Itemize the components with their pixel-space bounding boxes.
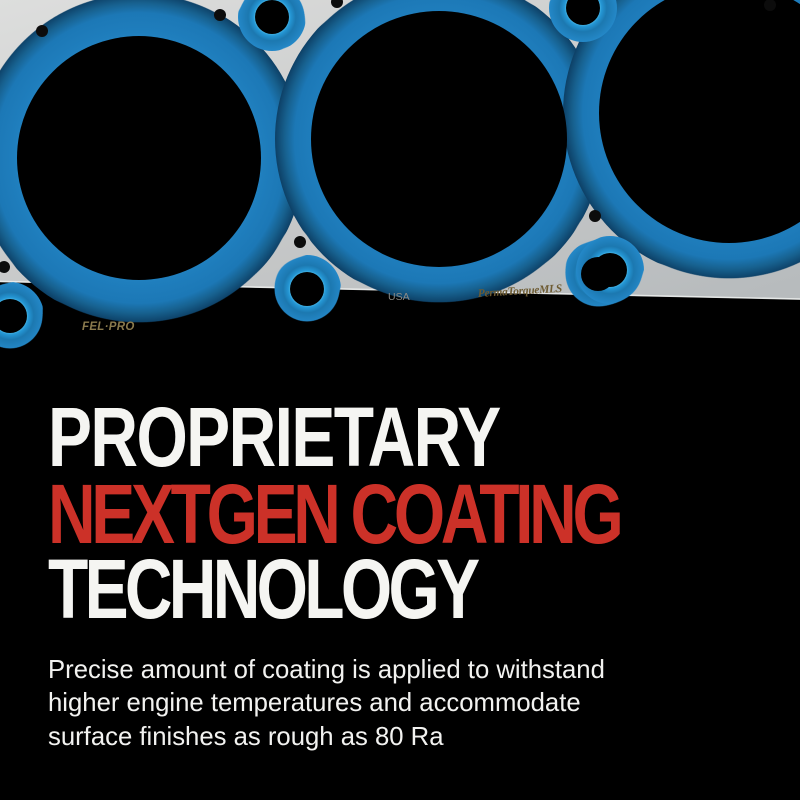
svg-text:USA: USA [388, 291, 410, 303]
svg-text:FEL·PRO: FEL·PRO [82, 321, 135, 333]
